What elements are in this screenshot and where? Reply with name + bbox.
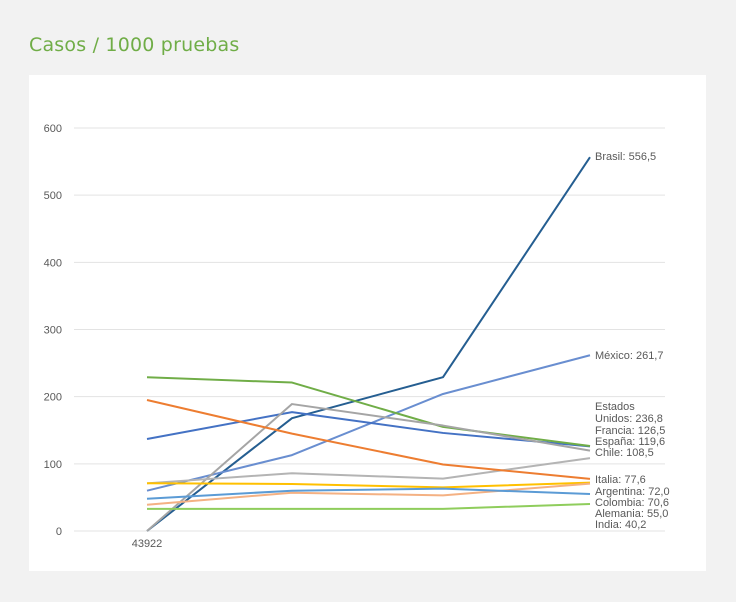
y-tick-label-300: 300 bbox=[44, 325, 62, 337]
chart-title: Casos / 1000 pruebas bbox=[29, 34, 240, 56]
series-line-chile bbox=[146, 457, 591, 485]
series-line-espana bbox=[146, 403, 591, 532]
y-tick-label-0: 0 bbox=[56, 526, 62, 538]
data-label-francia: Francia: 126,5 bbox=[595, 425, 665, 437]
series-line-brasil bbox=[146, 156, 591, 532]
y-tick-label-200: 200 bbox=[44, 392, 62, 404]
series-line-colombia bbox=[146, 482, 591, 506]
data-label-chile: Chile: 108,5 bbox=[595, 447, 654, 459]
data-label-estados-unidos-1: Unidos: 236,8 bbox=[595, 413, 663, 425]
data-label-mexico: México: 261,7 bbox=[595, 350, 663, 362]
data-label-alemania: Alemania: 55,0 bbox=[595, 508, 668, 520]
y-tick-label-500: 500 bbox=[44, 190, 62, 202]
series-line-francia bbox=[146, 376, 591, 448]
series-line-argentina bbox=[146, 481, 591, 489]
data-label-brasil: Brasil: 556,5 bbox=[595, 151, 656, 163]
x-tick-label-0: 43922 bbox=[132, 538, 163, 550]
data-label-colombia: Colombia: 70,6 bbox=[595, 497, 669, 509]
data-label-argentina: Argentina: 72,0 bbox=[595, 486, 670, 498]
y-tick-label-400: 400 bbox=[44, 257, 62, 269]
series-line-alemania bbox=[146, 487, 591, 500]
series-line-italia bbox=[146, 399, 591, 480]
data-label-espana: España: 119,6 bbox=[595, 436, 665, 448]
series-line-mexico bbox=[146, 354, 591, 492]
series-line-estados-unidos bbox=[146, 411, 591, 448]
chart-panel: 0 100 200 300 400 500 600 43922 Brasil: 556,5 Méx… bbox=[29, 75, 706, 571]
y-tick-label-100: 100 bbox=[44, 459, 62, 471]
data-label-india: India: 40,2 bbox=[595, 519, 646, 531]
series-line-india bbox=[147, 502, 591, 510]
line-chart: 0 100 200 300 400 500 600 43922 Brasil: 556,5 Méx… bbox=[44, 123, 670, 550]
data-label-italia: Italia: 77,6 bbox=[595, 474, 646, 486]
y-tick-label-600: 600 bbox=[44, 123, 62, 135]
data-label-estados-unidos-0: Estados bbox=[595, 401, 635, 413]
